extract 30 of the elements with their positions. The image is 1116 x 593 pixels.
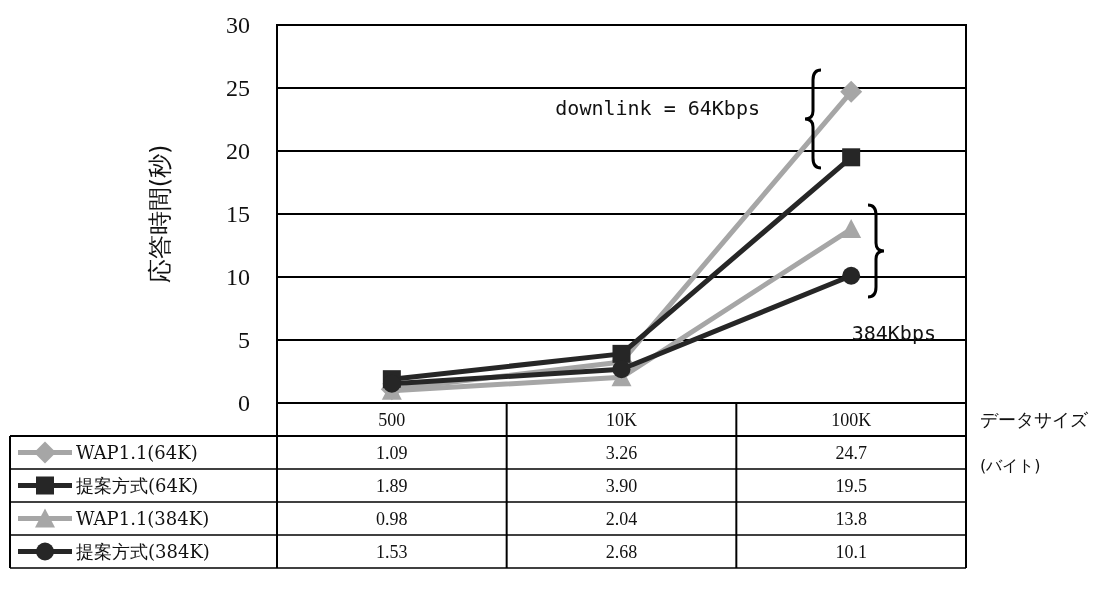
y-axis-title: 応答時間(秒) xyxy=(146,144,174,284)
x-tick-label: 100K xyxy=(831,409,872,430)
legend-label: WAP1.1(384K) xyxy=(76,508,210,529)
y-tick-label: 10 xyxy=(226,264,250,290)
y-tick-label: 0 xyxy=(238,390,250,416)
y-tick-label: 5 xyxy=(238,327,250,353)
text: データサイズ (バイト) xyxy=(980,409,1088,475)
data-label: 0.98 xyxy=(376,508,408,529)
data-label: 2.68 xyxy=(605,541,638,562)
data-label: 1.09 xyxy=(376,442,408,463)
data-label: 3.26 xyxy=(605,442,638,463)
data-label: 24.7 xyxy=(835,442,867,463)
annotation: downlink = 64Kbps xyxy=(555,96,760,120)
data-label: 19.5 xyxy=(835,475,867,496)
y-tick-label: 15 xyxy=(226,201,250,227)
data-label: 13.8 xyxy=(835,508,867,529)
data-label: 1.53 xyxy=(376,541,408,562)
y-tick-label: 30 xyxy=(226,12,250,38)
y-tick-label: 25 xyxy=(226,75,250,101)
data-label: 3.90 xyxy=(605,475,638,496)
legend-label: 提案方式(384K) xyxy=(76,541,210,562)
x-tick-label: 500 xyxy=(378,409,406,430)
legend-label: WAP1.1(64K) xyxy=(76,442,198,463)
data-label: 10.1 xyxy=(835,541,867,562)
data-label: 1.89 xyxy=(376,475,408,496)
legend-label: 提案方式(64K) xyxy=(76,475,199,496)
data-label: 2.04 xyxy=(605,508,638,529)
annotation: 384Kbps xyxy=(851,321,936,345)
y-tick-label: 20 xyxy=(226,138,250,164)
x-tick-label: 10K xyxy=(606,409,637,430)
